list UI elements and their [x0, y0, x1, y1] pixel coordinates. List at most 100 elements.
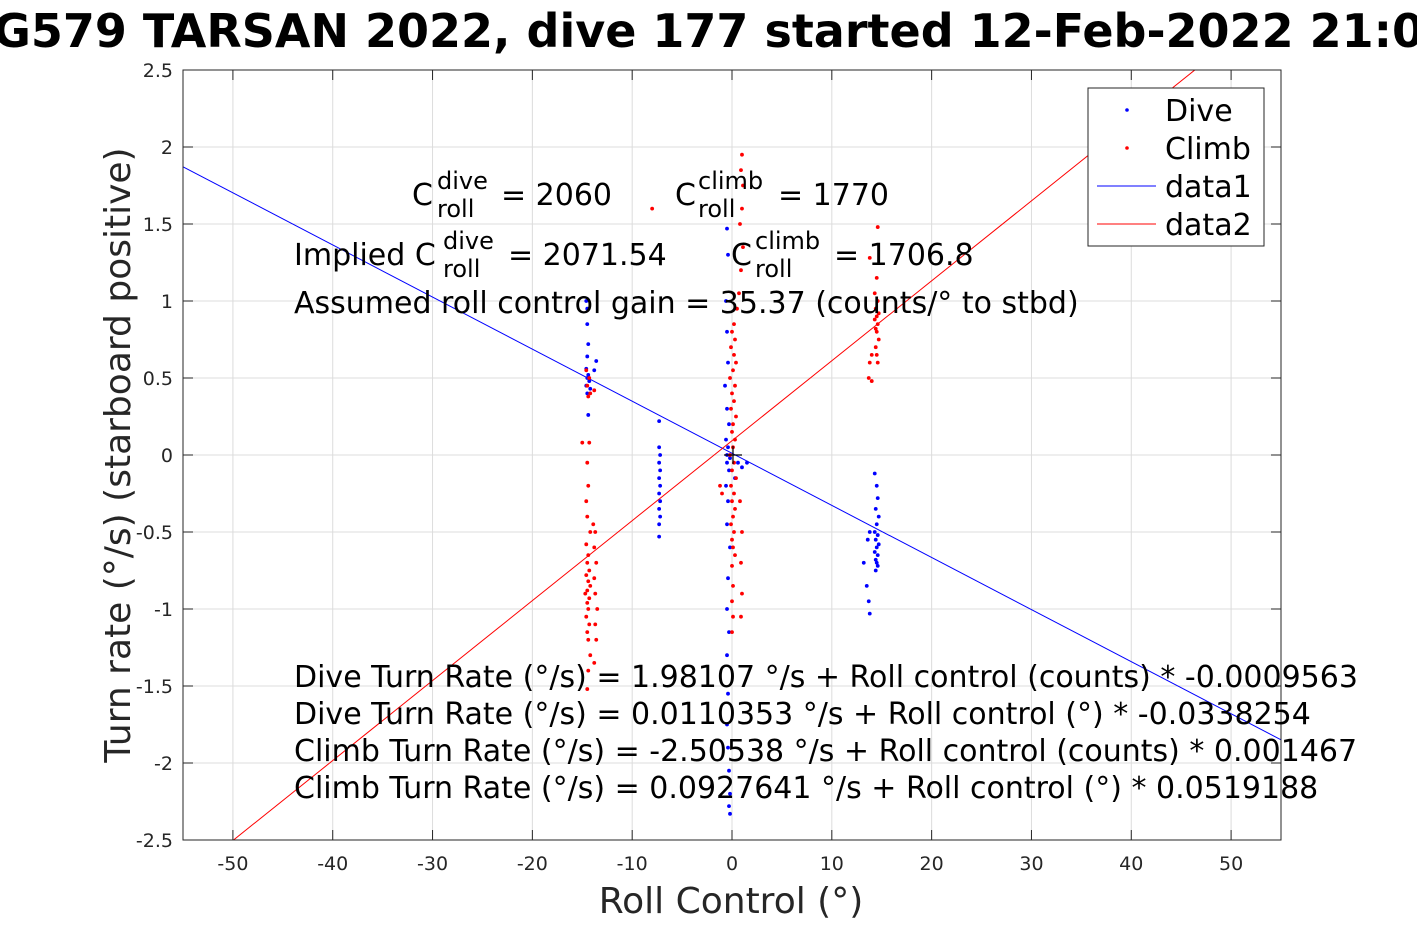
dive-point [585, 306, 590, 311]
dive-point [657, 419, 662, 424]
climb-point [732, 530, 736, 534]
climb-point [650, 206, 655, 211]
x-tick-label: 10 [820, 853, 844, 875]
dive-point [874, 522, 879, 527]
climb-point [731, 584, 735, 588]
y-tick-label: 1 [161, 291, 173, 313]
dive-point [872, 550, 877, 554]
dive-point [657, 491, 662, 496]
dive-point [876, 542, 881, 547]
dive-point [861, 560, 866, 565]
climb-point [730, 499, 734, 504]
x-tick-label: 20 [920, 853, 944, 875]
climb-point [874, 314, 879, 319]
climb-point [867, 255, 872, 260]
climb-point [585, 514, 590, 519]
climb-point [588, 584, 593, 588]
implied-climb-value: = 1706.8 [834, 238, 974, 273]
y-tick-label: 0.5 [143, 368, 173, 390]
climb-point [587, 568, 592, 573]
dive-point [585, 354, 590, 359]
climb-point [718, 483, 722, 488]
climb-point [591, 522, 596, 527]
dive-point [585, 322, 590, 326]
climb-point [733, 507, 737, 511]
y-tick-label: 2 [161, 137, 173, 159]
dive-point [658, 483, 663, 488]
dive-point [725, 226, 729, 231]
climb-point [731, 422, 735, 427]
dive-point [725, 329, 729, 334]
dive-point [727, 804, 731, 809]
dive-point [725, 607, 729, 611]
x-tick-label: -50 [217, 853, 248, 875]
climb-point [593, 530, 598, 534]
c-dive-sup: dive [437, 167, 488, 195]
climb-point [592, 661, 597, 665]
implied-dive-sup: dive [443, 227, 494, 255]
climb-point [730, 468, 734, 473]
climb-point [734, 360, 738, 365]
dive-point [727, 768, 731, 773]
climb-point [729, 522, 733, 527]
climb-point [739, 614, 743, 619]
climb-point [586, 483, 591, 488]
fit-dive-degrees: Dive Turn Rate (°/s) = 0.0110353 °/s + R… [294, 697, 1311, 732]
climb-point [739, 168, 743, 173]
climb-point [872, 317, 877, 322]
climb-point [580, 440, 585, 445]
climb-point [874, 329, 879, 334]
dive-point [728, 811, 732, 816]
dive-point [865, 537, 870, 542]
dive-point [725, 460, 729, 465]
climb-point [867, 360, 872, 365]
climb-point [873, 306, 878, 311]
x-axis-label: Roll Control (°) [599, 881, 864, 922]
dive-point [874, 483, 879, 488]
legend-marker-climb [1125, 146, 1129, 150]
climb-point [876, 337, 881, 342]
climb-point [585, 588, 590, 593]
climb-point [731, 514, 735, 519]
climb-point [586, 607, 591, 611]
dive-point [584, 299, 589, 303]
climb-point [741, 245, 745, 250]
climb-point [587, 440, 592, 445]
origin-marker [724, 446, 742, 464]
climb-point [733, 437, 737, 442]
implied-dive-label: Implied C [294, 238, 436, 273]
dive-point [657, 507, 662, 511]
dive-point [585, 391, 590, 396]
climb-point [740, 206, 744, 211]
climb-point [876, 311, 881, 316]
dive-point [726, 745, 730, 750]
dive-point [872, 471, 877, 476]
climb-point [732, 491, 736, 496]
climb-point [730, 599, 734, 604]
climb-point [592, 388, 597, 393]
dive-point [658, 468, 663, 473]
dive-point [726, 576, 730, 581]
climb-point [731, 545, 735, 550]
climb-point [875, 322, 880, 326]
dive-point [726, 499, 730, 504]
climb-point [874, 353, 879, 357]
dive-point [736, 460, 740, 465]
dive-point [745, 460, 749, 465]
climb-point [586, 637, 591, 642]
dive-point [588, 386, 593, 391]
climb-point [588, 653, 593, 658]
fit-line-data1 [183, 166, 1281, 741]
y-tick-label: -0.5 [136, 522, 173, 544]
climb-point [732, 399, 736, 403]
dive-point [586, 413, 591, 417]
climb-point [869, 379, 874, 383]
chart-title: SG579 TARSAN 2022, dive 177 started 12-F… [0, 4, 1417, 58]
climb-point [735, 306, 739, 311]
climb-point [730, 329, 734, 334]
climb-point [741, 183, 745, 188]
climb-point [584, 573, 589, 578]
y-tick-label: 1.5 [143, 214, 173, 236]
implied-climb-label: C [731, 238, 752, 273]
